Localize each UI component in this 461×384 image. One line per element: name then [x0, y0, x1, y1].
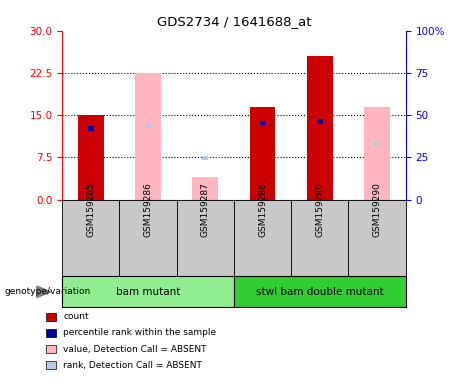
- Bar: [317, 119, 323, 124]
- Bar: [234, 200, 291, 276]
- Bar: [145, 123, 151, 127]
- Bar: [364, 107, 390, 200]
- Bar: [135, 73, 161, 200]
- Bar: [62, 276, 234, 307]
- Text: stwl bam double mutant: stwl bam double mutant: [256, 287, 384, 297]
- Text: value, Detection Call = ABSENT: value, Detection Call = ABSENT: [63, 344, 207, 354]
- Text: GSM159288: GSM159288: [258, 182, 267, 237]
- Text: GSM159287: GSM159287: [201, 182, 210, 237]
- Text: genotype/variation: genotype/variation: [5, 287, 91, 296]
- Bar: [88, 126, 94, 131]
- Text: GSM159285: GSM159285: [86, 182, 95, 237]
- Bar: [234, 276, 406, 307]
- Polygon shape: [37, 286, 51, 298]
- Bar: [119, 200, 177, 276]
- Bar: [202, 156, 208, 160]
- Text: rank, Detection Call = ABSENT: rank, Detection Call = ABSENT: [63, 361, 202, 370]
- Bar: [307, 56, 333, 200]
- Text: count: count: [63, 312, 89, 321]
- Bar: [260, 121, 266, 125]
- Bar: [78, 115, 104, 200]
- Text: GSM159290: GSM159290: [372, 182, 382, 237]
- Bar: [62, 200, 119, 276]
- Text: bam mutant: bam mutant: [116, 287, 180, 297]
- Text: percentile rank within the sample: percentile rank within the sample: [63, 328, 216, 338]
- Bar: [291, 200, 349, 276]
- Bar: [349, 200, 406, 276]
- Bar: [374, 142, 380, 146]
- Text: GSM159286: GSM159286: [143, 182, 153, 237]
- Bar: [192, 177, 218, 200]
- Bar: [177, 200, 234, 276]
- Bar: [250, 107, 276, 200]
- Title: GDS2734 / 1641688_at: GDS2734 / 1641688_at: [157, 15, 311, 28]
- Text: GSM159289: GSM159289: [315, 182, 325, 237]
